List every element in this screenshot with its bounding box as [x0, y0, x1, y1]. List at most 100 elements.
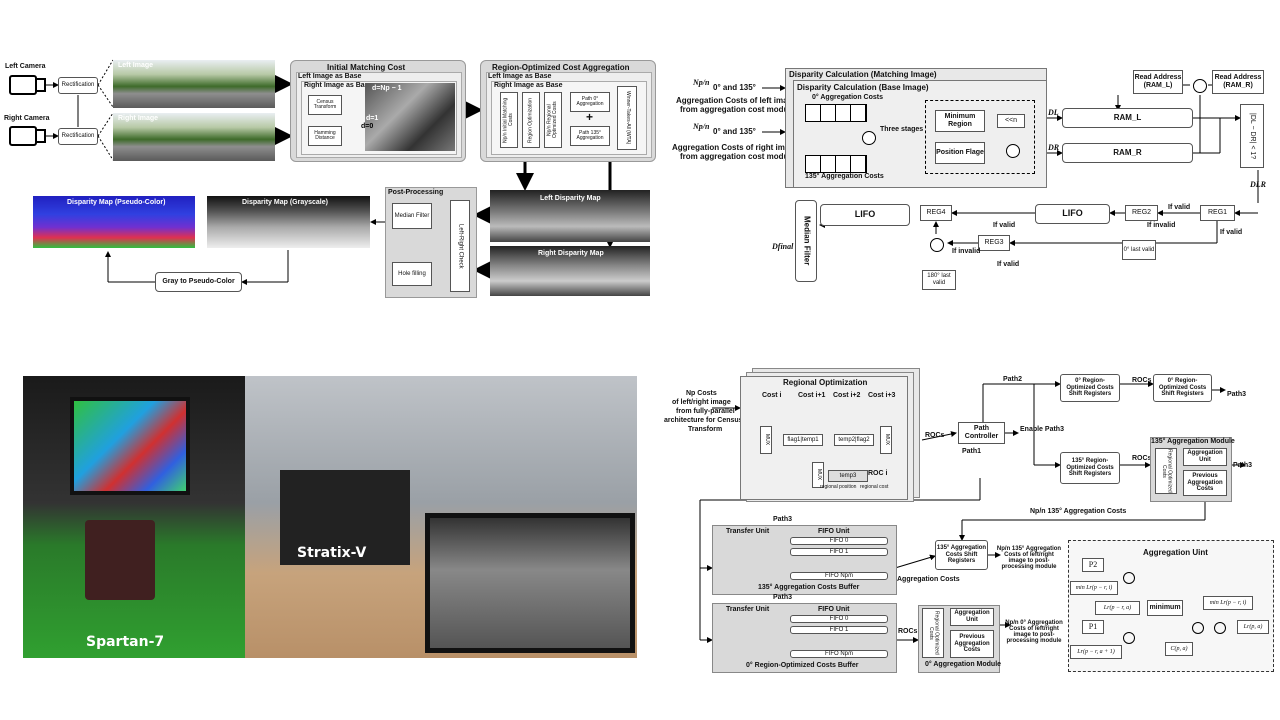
cost-i3: Cost i+3 — [868, 392, 896, 399]
path0-box: Path 0° Aggregation — [570, 92, 610, 112]
camera-icon — [9, 75, 37, 95]
rocs-label: ROCs — [925, 432, 945, 439]
fifon-135: FIFO Np/n — [790, 572, 888, 580]
agg135-label: 135° Aggregation Costs — [805, 173, 884, 180]
right-base-label: Right Image as Base — [304, 82, 373, 89]
rectification-box: Rectification — [58, 128, 98, 145]
reg3-box: REG3 — [978, 235, 1010, 251]
adder-circle — [862, 131, 876, 145]
fifo0-0: FIFO 0 — [790, 615, 888, 623]
spartan-board — [85, 520, 155, 600]
dlr-label: DLR — [1250, 180, 1266, 189]
if-invalid-1: If invalid — [1147, 222, 1176, 229]
disparity-pseudo-image — [33, 196, 195, 248]
left-image — [113, 60, 275, 108]
right-image — [113, 113, 275, 161]
if-valid-3: If valid — [993, 222, 1016, 229]
last0-box: 0° last valid — [1122, 240, 1156, 260]
left-camera-label: Left Camera — [5, 63, 46, 70]
hamming-box: Hamming Distance — [308, 126, 342, 146]
tablet-screen — [425, 513, 635, 653]
stratix-label: Stratix-V — [297, 545, 367, 561]
buf0-block — [712, 603, 897, 673]
monitor-screen — [70, 397, 190, 495]
mod135-title: 135° Aggregation Module — [1151, 438, 1235, 445]
p2-box: P2 — [1082, 558, 1104, 572]
input-right-angles: 0° and 135° — [713, 127, 756, 136]
minimum-box: minimum — [1147, 600, 1183, 616]
mux-right: MUX — [880, 426, 892, 454]
if-invalid-2: If invalid — [952, 248, 981, 255]
d-np-label: d=Np − 1 — [372, 85, 402, 92]
left-image-label: Left Image — [118, 62, 154, 69]
last180-box: 180° last valid — [922, 270, 956, 290]
cost-i1: Cost i+1 — [798, 392, 826, 399]
reg1-box: REG1 — [1200, 205, 1235, 221]
right-camera-label: Right Camera — [4, 115, 50, 122]
lr-a1-box: Lr(p − r, a + 1) — [1070, 645, 1122, 659]
p1-box: P1 — [1082, 620, 1104, 634]
if-valid-1: If valid — [1168, 204, 1191, 211]
median-filter-box: Median Filter — [392, 203, 432, 229]
rocs-label-3: ROCs — [1132, 455, 1152, 462]
temp1-label: temp1 — [801, 436, 819, 443]
input-left-desc2: from aggregation cost module — [680, 105, 796, 114]
input-left-angles: 0° and 135° — [713, 83, 756, 92]
lifo-box-left: LIFO — [820, 204, 910, 226]
path3-label-4: Path3 — [773, 594, 793, 601]
ro-title: Regional Optimization — [783, 378, 868, 387]
fifo0-135: FIFO 0 — [790, 537, 888, 545]
if-valid-2: If valid — [1220, 229, 1243, 236]
min-region-box: Minimum Region — [935, 110, 985, 132]
cost-i: Cost i — [762, 392, 782, 399]
sr135-box: 135° Region-Optimized Costs Shift Regist… — [1060, 452, 1120, 484]
shift-box: <<n — [997, 114, 1025, 128]
initial-matching-cost-title: Initial Matching Cost — [327, 63, 406, 72]
disparity-grayscale-image — [207, 196, 370, 248]
disp-inner-title: Disparity Calculation (Base Image) — [797, 83, 929, 92]
read-address-l-box: Read Address (RAM_L) — [1133, 70, 1183, 94]
input-costs-2: of left/right image — [672, 399, 731, 406]
mux-bottom: MUX — [812, 462, 824, 488]
if-valid-4: If valid — [997, 261, 1020, 268]
input-right-frac: Np/n — [693, 122, 710, 131]
transfer-unit-135: Transfer Unit — [726, 528, 770, 535]
reg4-box: REG4 — [920, 205, 952, 221]
disp-outer-title: Disparity Calculation (Matching Image) — [789, 70, 937, 79]
path2-label: Path2 — [1003, 376, 1023, 383]
roca-title: Region-Optimized Cost Aggregation — [492, 63, 630, 72]
compare-circle — [930, 238, 944, 252]
right-image-label: Right Image — [118, 115, 159, 122]
path-controller-box: Path Controller — [958, 422, 1005, 444]
buf0-title: 0° Region-Optimized Costs Buffer — [746, 662, 859, 669]
stratix-board — [280, 470, 410, 565]
out135-label: Np/n 135° Aggregation Costs of left/righ… — [996, 546, 1062, 570]
d-1-label: d=1 — [366, 115, 379, 122]
sr135b-box: 135° Aggregation Costs Shift Registers — [935, 540, 988, 570]
adder-circle-2 — [1006, 144, 1020, 158]
reg2-box: REG2 — [1125, 205, 1158, 221]
agg-costs-label-1: Aggregation Costs — [897, 576, 960, 583]
cost-i2: Cost i+2 — [833, 392, 861, 399]
three-stages-label: Three stages — [880, 126, 924, 133]
mux-left: MUX — [760, 426, 772, 454]
d-0-label: d=0 — [361, 123, 374, 130]
fifo-unit-0: FIFO Unit — [818, 606, 850, 613]
dfinal-label: Dfinal — [772, 242, 794, 251]
lr-check-box: Left-Right Check — [450, 200, 470, 292]
left-base-label: Left Image as Base — [298, 73, 362, 80]
flag2-label: flag2 — [856, 436, 870, 443]
transfer-unit-0: Transfer Unit — [726, 606, 770, 613]
sr0-box: 0° Region-Optimized Costs Shift Register… — [1060, 374, 1120, 402]
dl-label: DL — [1048, 108, 1059, 117]
path1-label: Path1 — [962, 448, 982, 455]
position-flag-box: Position Flage — [935, 142, 985, 164]
agg135-costs-label: Np/n 135° Aggregation Costs — [1030, 508, 1127, 515]
au-title: Aggregation Uint — [1143, 548, 1208, 557]
ram-l-box: RAM_L — [1062, 108, 1193, 128]
ram-r-box: RAM_R — [1062, 143, 1193, 163]
mod0-title: 0° Aggregation Module — [925, 661, 1002, 668]
read-address-r-box: Read Address (RAM_R) — [1212, 70, 1264, 94]
agg0-cells — [805, 104, 867, 122]
path135-box: Path 135° Aggregation — [570, 126, 610, 146]
